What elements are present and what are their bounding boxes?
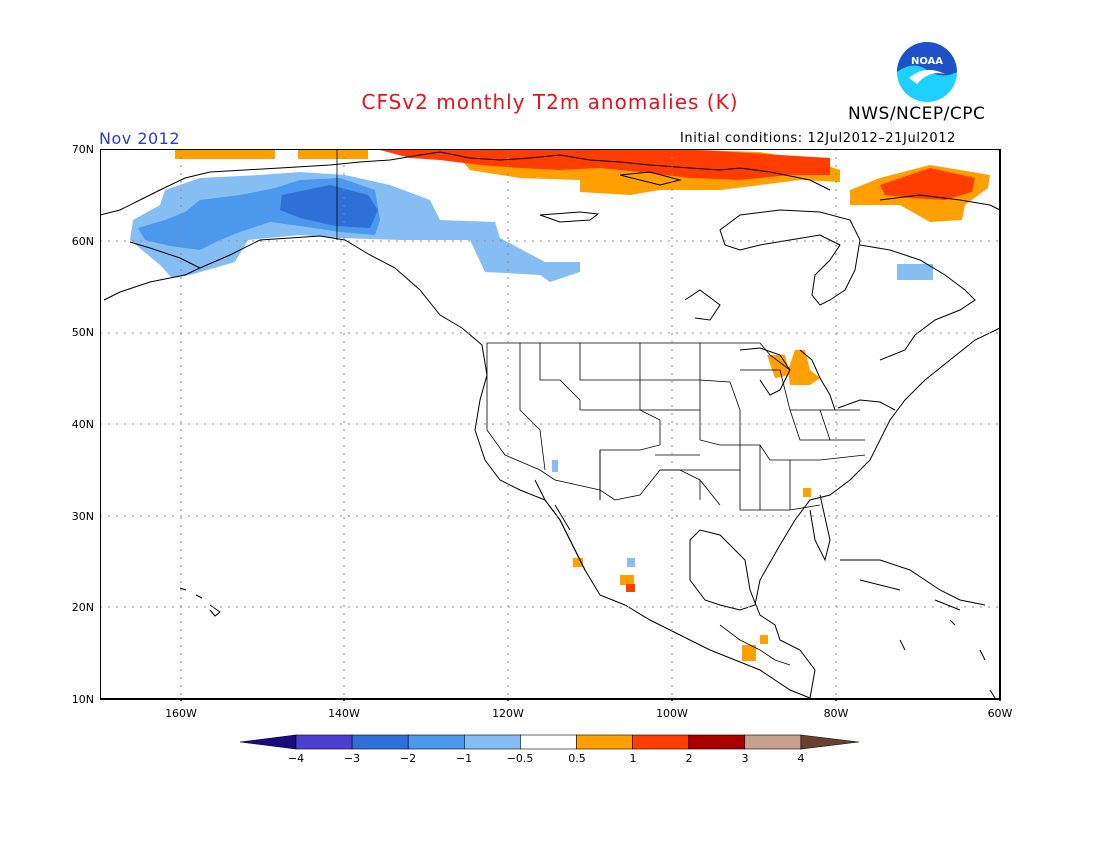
colorbar-label: −3 [343, 752, 361, 765]
colorbar-label: 4 [797, 752, 805, 765]
lon-label-120w: 120W [492, 707, 524, 720]
colorbar-swatch [463, 734, 521, 750]
initial-conditions: Initial conditions: 12Jul2012–21Jul2012 [680, 131, 957, 146]
lon-label-160w: 160W [165, 707, 197, 720]
lat-label-20n: 20N [71, 601, 94, 614]
colorbar-label: 0.5 [568, 752, 586, 765]
colorbar-label: −4 [287, 752, 305, 765]
svg-text:NOAA: NOAA [911, 56, 943, 67]
colorbar-swatch [744, 734, 802, 750]
lat-label-70n: 70N [71, 143, 94, 156]
map-title: CFSv2 monthly T2m anomalies (K) [361, 90, 739, 114]
colorbar-label: −2 [399, 752, 417, 765]
lon-label-60w: 60W [987, 707, 1013, 720]
gridlines [100, 149, 1000, 699]
colorbar-label: −0.5 [506, 752, 534, 765]
colorbar-swatch [688, 734, 746, 750]
anomaly-map [100, 149, 1001, 701]
colorbar-swatch [520, 734, 577, 750]
negative-anomaly-regions [130, 172, 933, 567]
colorbar-swatch [407, 734, 465, 750]
colorbar-swatch [295, 734, 353, 750]
coastlines [100, 151, 1001, 699]
noaa-logo: NOAA [897, 42, 957, 102]
lat-label-10n: 10N [71, 693, 94, 706]
colorbar-label: 3 [741, 752, 749, 765]
colorbar-arrow-right [800, 734, 859, 750]
forecast-month: Nov 2012 [99, 129, 181, 148]
lat-label-40n: 40N [71, 418, 94, 431]
lat-label-50n: 50N [71, 326, 94, 339]
positive-anomaly-regions [175, 150, 990, 661]
lon-label-80w: 80W [823, 707, 849, 720]
lat-label-30n: 30N [71, 510, 94, 523]
colorbar-swatch [351, 734, 409, 750]
colorbar-swatch [576, 734, 633, 750]
agency-label: NWS/NCEP/CPC [848, 104, 986, 124]
lon-label-140w: 140W [328, 707, 360, 720]
political-borders [336, 149, 866, 666]
lon-label-100w: 100W [656, 707, 688, 720]
colorbar-label: 1 [629, 752, 637, 765]
colorbar-arrow-left [239, 734, 297, 750]
colorbar-label: 2 [685, 752, 693, 765]
colorbar [239, 734, 859, 750]
colorbar-label: −1 [455, 752, 473, 765]
colorbar-swatch [632, 734, 689, 750]
lat-label-60n: 60N [71, 235, 94, 248]
